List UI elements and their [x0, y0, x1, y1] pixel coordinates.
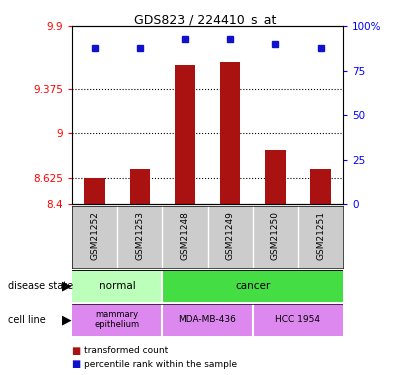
Bar	[253, 304, 343, 336]
Text: cell line: cell line	[8, 315, 46, 325]
Bar	[310, 169, 331, 204]
Bar	[175, 65, 195, 204]
Bar	[162, 270, 343, 302]
Text: ■: ■	[72, 360, 84, 369]
Text: cancer: cancer	[235, 281, 270, 291]
Text: GSM21249: GSM21249	[226, 211, 235, 260]
Bar	[72, 270, 162, 302]
Text: ▶: ▶	[62, 279, 72, 292]
Text: mammary
epithelium: mammary epithelium	[95, 310, 140, 329]
Bar	[265, 150, 286, 204]
Bar	[220, 62, 240, 204]
Bar	[84, 178, 105, 204]
Text: normal: normal	[99, 281, 136, 291]
Text: transformed count: transformed count	[84, 346, 169, 355]
Text: GSM21250: GSM21250	[271, 211, 280, 260]
Text: GSM21253: GSM21253	[135, 211, 144, 260]
Bar	[162, 304, 253, 336]
Text: GDS823 / 224410_s_at: GDS823 / 224410_s_at	[134, 13, 277, 26]
Bar	[129, 169, 150, 204]
Text: GSM21252: GSM21252	[90, 211, 99, 260]
Text: ▶: ▶	[62, 313, 72, 326]
Text: HCC 1954: HCC 1954	[275, 315, 321, 324]
Text: percentile rank within the sample: percentile rank within the sample	[84, 360, 238, 369]
Text: ■: ■	[72, 346, 84, 355]
Text: GSM21251: GSM21251	[316, 211, 325, 260]
Bar	[72, 304, 162, 336]
Text: MDA-MB-436: MDA-MB-436	[179, 315, 236, 324]
Text: disease state: disease state	[8, 281, 73, 291]
Text: GSM21248: GSM21248	[180, 211, 189, 260]
